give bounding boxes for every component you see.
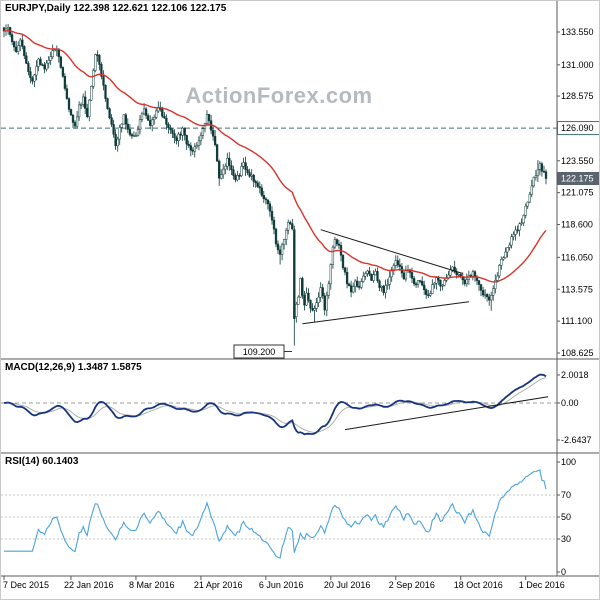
candles-up [4,27,542,317]
macd-trendline[interactable] [344,396,549,431]
macd-axis-label: -2.6437 [561,435,592,445]
symbol-title: EURJPY,Daily 122.398 122.621 122.106 122… [5,3,227,14]
price-axis-label: 108.625 [561,348,594,358]
current-price-box [557,171,599,185]
date-axis-label: 21 Apr 2016 [194,580,243,590]
price-axis-label: 131.000 [561,60,594,70]
macd-panel [1,373,557,436]
price-axis-label: 113.575 [561,284,593,294]
watermark: ActionForex.com [185,83,373,108]
rsi-axis-label: 0 [561,567,566,577]
price-axis-label: 123.550 [561,156,594,166]
resistance-price-box [557,121,599,136]
rsi-axis-label: 100 [561,457,576,467]
price-panel [1,24,557,359]
rsi-axis-label: 30 [561,534,571,544]
low-marker-label: 109.200 [243,347,276,357]
date-axis-label: 22 Jan 2016 [64,580,114,590]
date-axis-label: 7 Dec 2015 [3,580,49,590]
price-axis[interactable] [557,1,600,576]
price-trendline-1[interactable] [320,229,463,274]
rsi-axis-label: 50 [561,512,571,522]
rsi-line [4,469,547,559]
macd-signal-line [4,377,547,433]
date-axis-label: 2 Sep 2016 [389,580,435,590]
time-axis[interactable] [1,576,600,600]
price-axis-label: 118.600 [561,220,593,230]
low-marker-box[interactable] [233,344,285,359]
current-price-label: 122.175 [561,173,594,183]
date-axis-label: 6 Jun 2016 [259,580,304,590]
moving-average-line [3,29,547,283]
macd-indicator-label: MACD(12,26,9) 1.3487 1.5875 [5,362,142,373]
price-axis-label: 121.075 [561,188,594,198]
price-trendline-2[interactable] [302,301,469,325]
rsi-axis-label: 70 [561,490,571,500]
macd-axis-label: 0.00 [561,398,579,408]
price-axis-label: 116.050 [561,252,593,262]
price-axis-label: 111.100 [561,316,592,326]
price-axis-label: 128.575 [561,91,594,101]
macd-main-line [3,373,547,436]
price-axis-label: 133.550 [561,27,594,37]
resistance-price-label: 126.090 [561,123,594,133]
rsi-indicator-label: RSI(14) 60.1403 [5,456,79,467]
date-axis-label: 20 Jul 2016 [324,580,371,590]
rsi-panel [1,469,557,559]
date-axis-label: 8 Mar 2016 [129,580,175,590]
date-axis-label: 18 Oct 2016 [454,580,503,590]
date-axis-label: 1 Dec 2016 [519,580,565,590]
macd-axis-label: 2.0018 [561,370,589,380]
